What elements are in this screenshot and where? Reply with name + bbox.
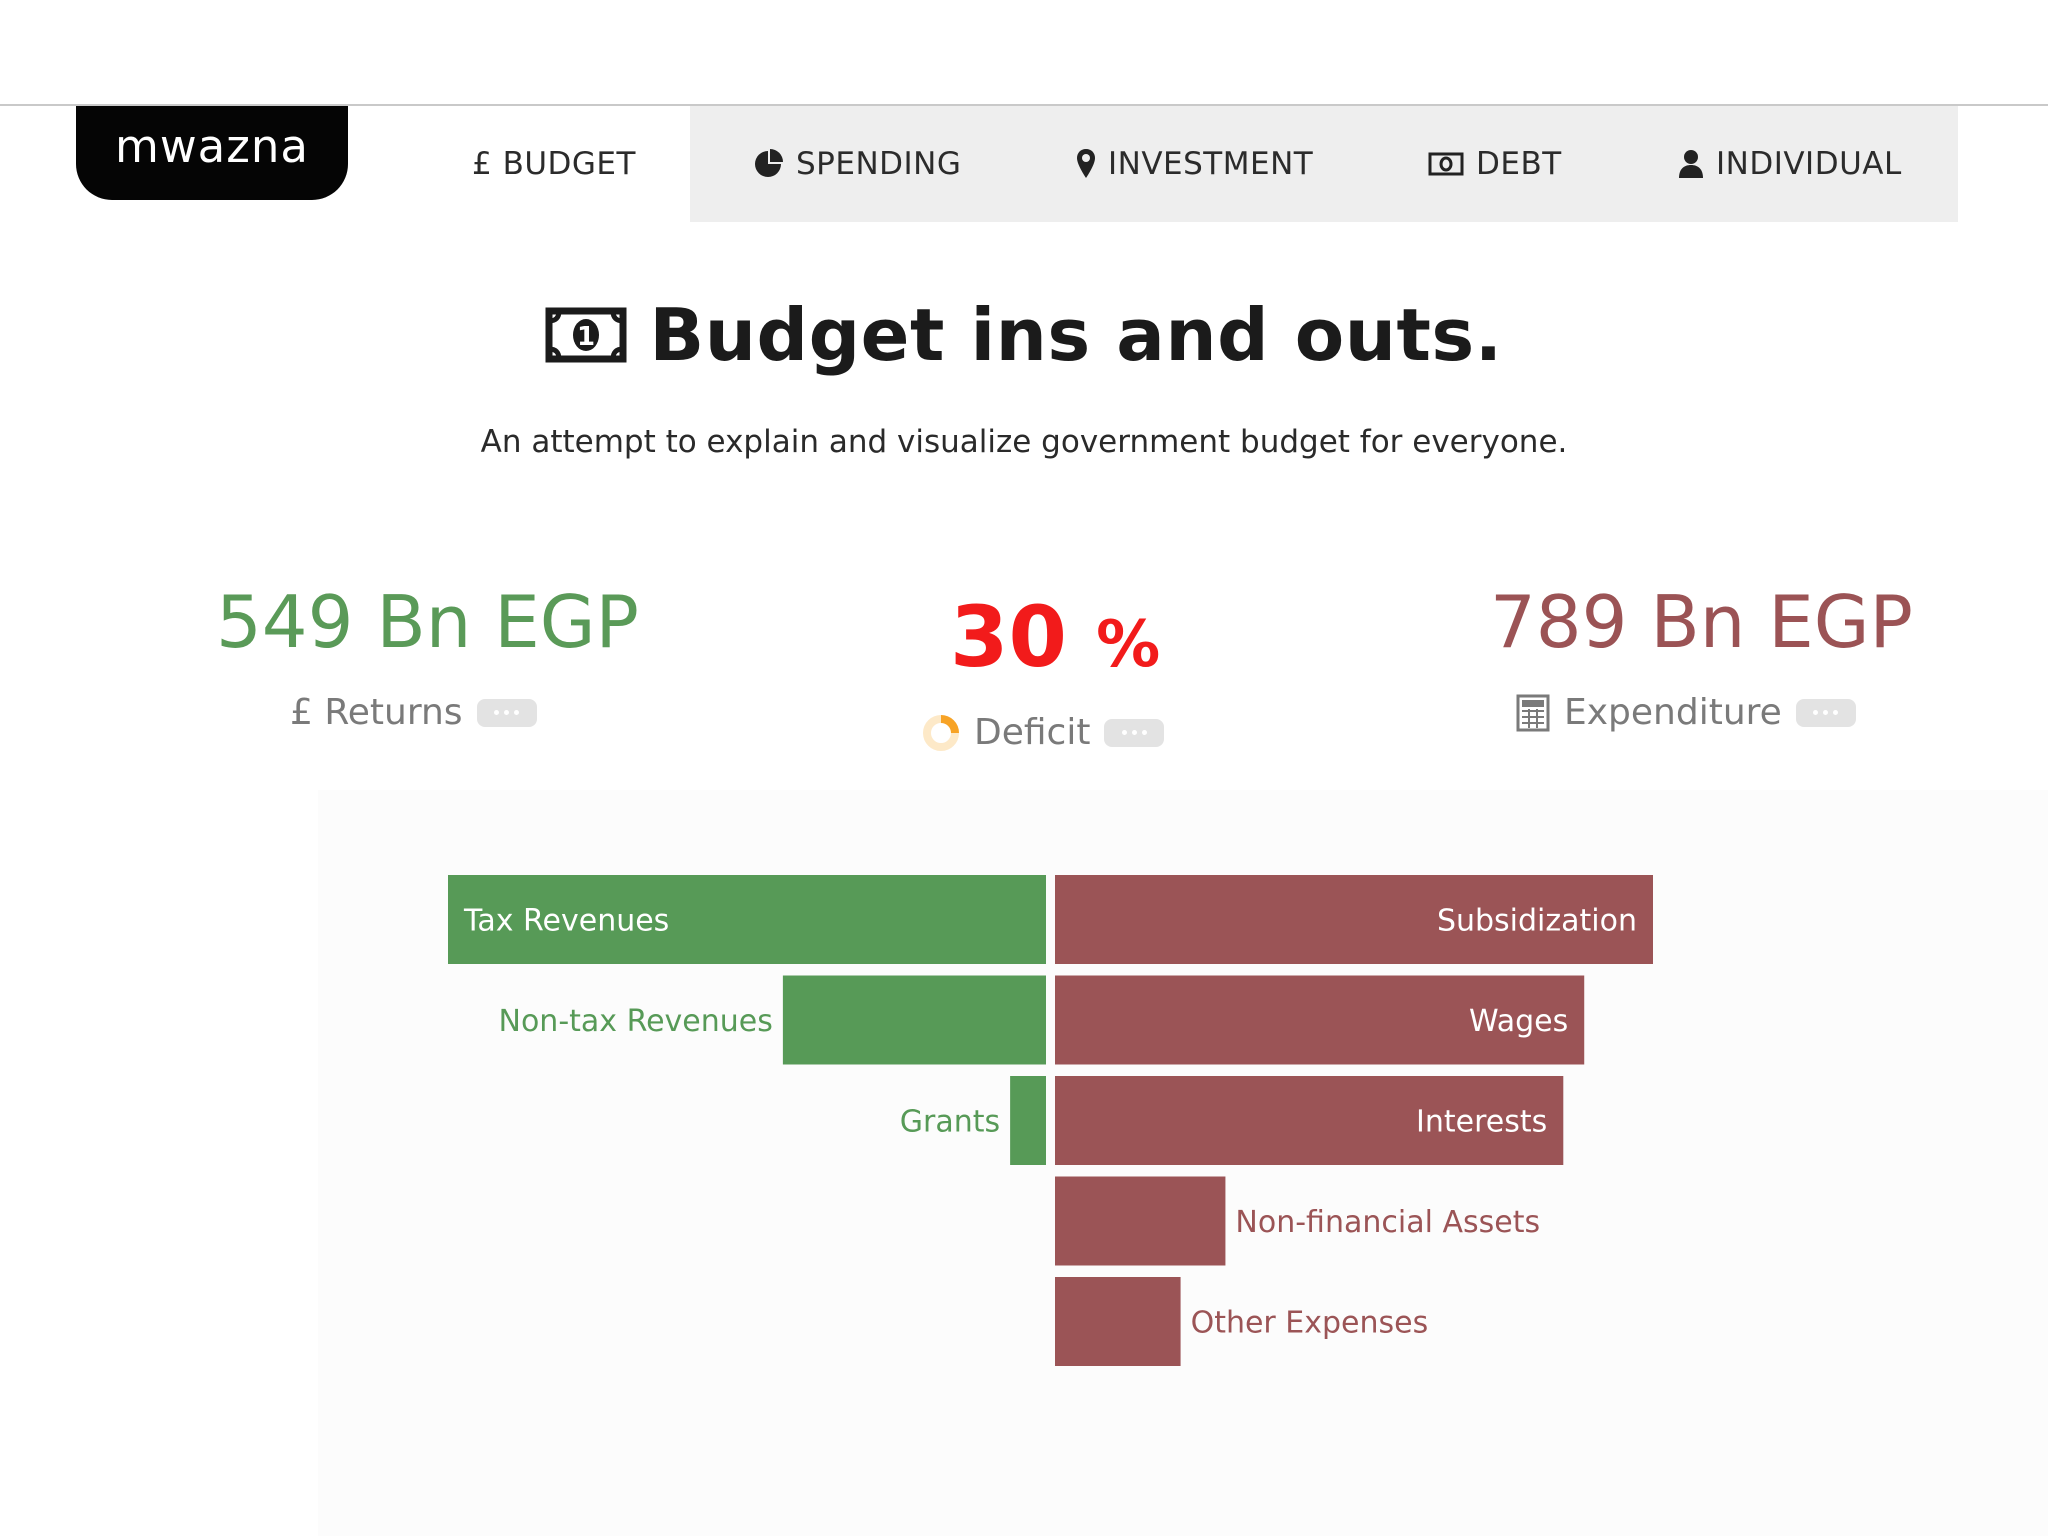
returns-value: 549 Bn EGP (216, 580, 639, 664)
revenue-bar-label: Grants (900, 1105, 1000, 1140)
deficit-more-button[interactable] (1104, 718, 1165, 747)
tab-individual-label: INDIVIDUAL (1716, 146, 1902, 182)
expenditure-bar[interactable] (1055, 1076, 1564, 1165)
svg-text:1: 1 (577, 322, 595, 352)
expenditure-bar-label: Non-financial Assets (1235, 1205, 1540, 1240)
expenditure-bar-label: Other Expenses (1191, 1306, 1429, 1341)
logo[interactable]: mwazna (76, 106, 348, 200)
revenue-bar[interactable] (1010, 1076, 1046, 1165)
map-marker-icon (1077, 149, 1095, 178)
deficit-unit: % (1096, 608, 1161, 682)
deficit-number: 30 (950, 588, 1067, 686)
money-bill-icon: 1 (545, 307, 627, 363)
page-title: Budget ins and outs. (649, 293, 1503, 377)
pie-chart-icon (755, 149, 783, 177)
progress-spinner-icon (923, 714, 959, 751)
deficit-label-text: Deficit (974, 712, 1091, 753)
expenditure-more-button[interactable] (1795, 698, 1856, 727)
logo-text: mwazna (115, 119, 309, 173)
revenue-bar-label: Non-tax Revenues (499, 1004, 773, 1039)
tab-investment[interactable]: INVESTMENT (1076, 106, 1313, 222)
expenditure-bar-label: Subsidization (1437, 904, 1637, 939)
returns-more-button[interactable] (476, 698, 537, 727)
expenditure-value: 789 Bn EGP (1490, 580, 1913, 664)
tab-debt[interactable]: DEBT (1428, 106, 1562, 222)
tab-spending[interactable]: SPENDING (752, 106, 961, 222)
deficit-label: Deficit (922, 712, 1165, 753)
deficit-value: 30 % (950, 588, 1160, 686)
user-icon (1679, 150, 1703, 178)
expenditure-bar[interactable] (1055, 1277, 1181, 1366)
top-divider (0, 104, 2048, 106)
tab-budget-label: £ BUDGET (472, 146, 636, 182)
revenue-bar-label: Tax Revenues (463, 904, 669, 939)
nav-bar (690, 106, 1958, 222)
calculator-icon (1516, 694, 1550, 731)
expenditure-label: Expenditure (1516, 692, 1856, 733)
tab-spending-label: SPENDING (796, 146, 962, 182)
tab-debt-label: DEBT (1476, 146, 1562, 182)
expenditure-bar[interactable] (1055, 975, 1585, 1065)
money-bill-icon (1428, 152, 1464, 176)
expenditure-bar-label: Wages (1469, 1004, 1568, 1039)
revenue-bar[interactable] (448, 875, 1046, 964)
returns-label: £ Returns (290, 692, 537, 733)
tab-individual[interactable]: INDIVIDUAL (1678, 106, 1902, 222)
revenue-bar[interactable] (782, 975, 1046, 1065)
expenditure-bar-label: Interests (1416, 1105, 1547, 1140)
expenditure-bar[interactable] (1055, 875, 1653, 964)
returns-label-text: £ Returns (290, 692, 463, 733)
hero-title-row: 1 Budget ins and outs. (0, 290, 2048, 380)
tab-investment-label: INVESTMENT (1108, 146, 1314, 182)
page-subtitle: An attempt to explain and visualize gove… (480, 424, 1568, 460)
expenditure-label-text: Expenditure (1564, 692, 1782, 733)
expenditure-bar[interactable] (1055, 1176, 1226, 1266)
tab-budget[interactable]: £ BUDGET (472, 106, 636, 222)
